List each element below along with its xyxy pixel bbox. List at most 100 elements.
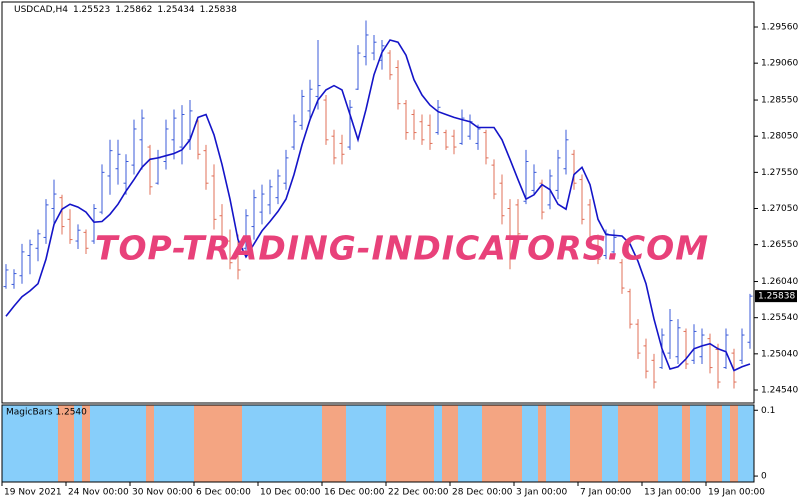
indicator-bar — [66, 405, 75, 482]
indicator-bar — [194, 405, 203, 482]
indicator-bar — [570, 405, 579, 482]
indicator-bar — [378, 405, 387, 482]
header-close: 1.25838 — [200, 5, 237, 15]
y-tick-label: 1.25040 — [761, 349, 798, 359]
x-tick-label: 24 Nov 00:00 — [68, 488, 129, 498]
indicator-bar — [434, 405, 443, 482]
y-tick-label: 1.26550 — [761, 240, 798, 250]
y-tick-label: 1.25540 — [761, 313, 798, 323]
indicator-bar — [186, 405, 195, 482]
x-tick-label: 3 Jan 00:00 — [516, 488, 568, 498]
indicator-bar — [658, 405, 667, 482]
indicator-bar — [322, 405, 331, 482]
indicator-bar — [450, 405, 459, 482]
x-tick-label: 19 Jan 00:00 — [708, 488, 765, 498]
header-high: 1.25862 — [115, 5, 152, 15]
indicator-bar — [26, 405, 35, 482]
indicator-bar — [330, 405, 339, 482]
indicator-bar — [642, 405, 651, 482]
indicator-bar — [498, 405, 507, 482]
indicator-bar — [362, 405, 371, 482]
indicator-bar — [682, 405, 691, 482]
indicator-title: MagicBars 1.2540 — [6, 408, 87, 418]
y-tick-label: 1.26040 — [761, 277, 798, 287]
indicator-bar — [618, 405, 627, 482]
last-price-label: 1.25838 — [758, 292, 795, 302]
indicator-bar — [98, 405, 107, 482]
indicator-bar — [58, 405, 67, 482]
y-tick-label: 1.28050 — [761, 132, 798, 142]
indicator-bar — [210, 405, 219, 482]
indicator-bar — [546, 405, 555, 482]
indicator-bar — [402, 405, 411, 482]
x-tick-label: 10 Dec 00:00 — [260, 488, 321, 498]
indicator-y-tick-label: 0.1 — [761, 406, 775, 416]
last-price-box — [755, 290, 797, 303]
indicator-bar — [466, 405, 475, 482]
header-low: 1.25434 — [157, 5, 194, 15]
indicator-bar — [242, 405, 251, 482]
indicator-bar — [138, 405, 147, 482]
indicator-bar — [634, 405, 643, 482]
indicator-bar — [114, 405, 123, 482]
indicator-bar — [714, 405, 723, 482]
indicator-bar — [42, 405, 51, 482]
indicator-bar — [506, 405, 515, 482]
moving-average — [5, 39, 751, 372]
watermark: TOP-TRADING-INDICATORS.COM — [95, 229, 709, 268]
indicator-bar — [202, 405, 211, 482]
indicator-bar — [722, 405, 731, 482]
y-tick-label: 1.27050 — [761, 204, 798, 214]
x-tick-label: 7 Jan 00:00 — [580, 488, 632, 498]
main-pane-border — [1, 1, 755, 404]
x-tick-label: 30 Nov 00:00 — [132, 488, 193, 498]
indicator-bar — [698, 405, 707, 482]
header-open: 1.25523 — [73, 5, 110, 15]
indicator-bar — [306, 405, 315, 482]
indicator-bar — [74, 405, 83, 482]
indicator-bar — [418, 405, 427, 482]
indicator-bar — [146, 405, 155, 482]
indicator-bar — [82, 405, 91, 482]
indicator-pane-border — [1, 404, 755, 483]
indicator-bar — [338, 405, 347, 482]
indicator-bar — [690, 405, 699, 482]
indicator-bar — [514, 405, 523, 482]
indicator-bar — [290, 405, 299, 482]
indicator-bar — [746, 405, 755, 482]
indicator-bar — [386, 405, 395, 482]
y-tick-label: 1.27550 — [761, 168, 798, 178]
indicator-bar — [282, 405, 291, 482]
indicator-bar — [394, 405, 403, 482]
indicator-bar — [50, 405, 59, 482]
indicator-bar — [706, 405, 715, 482]
indicator-bar — [226, 405, 235, 482]
indicator-bar — [610, 405, 619, 482]
x-tick-label: 6 Dec 00:00 — [196, 488, 251, 498]
indicator-bar — [218, 405, 227, 482]
indicator-bar — [266, 405, 275, 482]
indicator-bar — [178, 405, 187, 482]
indicator-bar — [538, 405, 547, 482]
indicator-bar — [106, 405, 115, 482]
indicator-bar — [458, 405, 467, 482]
indicator-bar — [442, 405, 451, 482]
x-tick-label: 16 Dec 00:00 — [324, 488, 385, 498]
indicator-bar — [10, 405, 19, 482]
x-tick-label: 22 Dec 00:00 — [388, 488, 449, 498]
indicator-bar — [234, 405, 243, 482]
indicator-bar — [346, 405, 355, 482]
indicator-bar — [2, 405, 11, 482]
indicator-bar — [586, 405, 595, 482]
indicator-bar — [162, 405, 171, 482]
indicator-bar — [666, 405, 675, 482]
y-tick-label: 1.29560 — [761, 23, 798, 33]
indicator-bar — [298, 405, 307, 482]
indicator-bar — [274, 405, 283, 482]
indicator-bar — [522, 405, 531, 482]
indicator-bar — [370, 405, 379, 482]
indicator-bar — [410, 405, 419, 482]
indicator-bar — [250, 405, 259, 482]
